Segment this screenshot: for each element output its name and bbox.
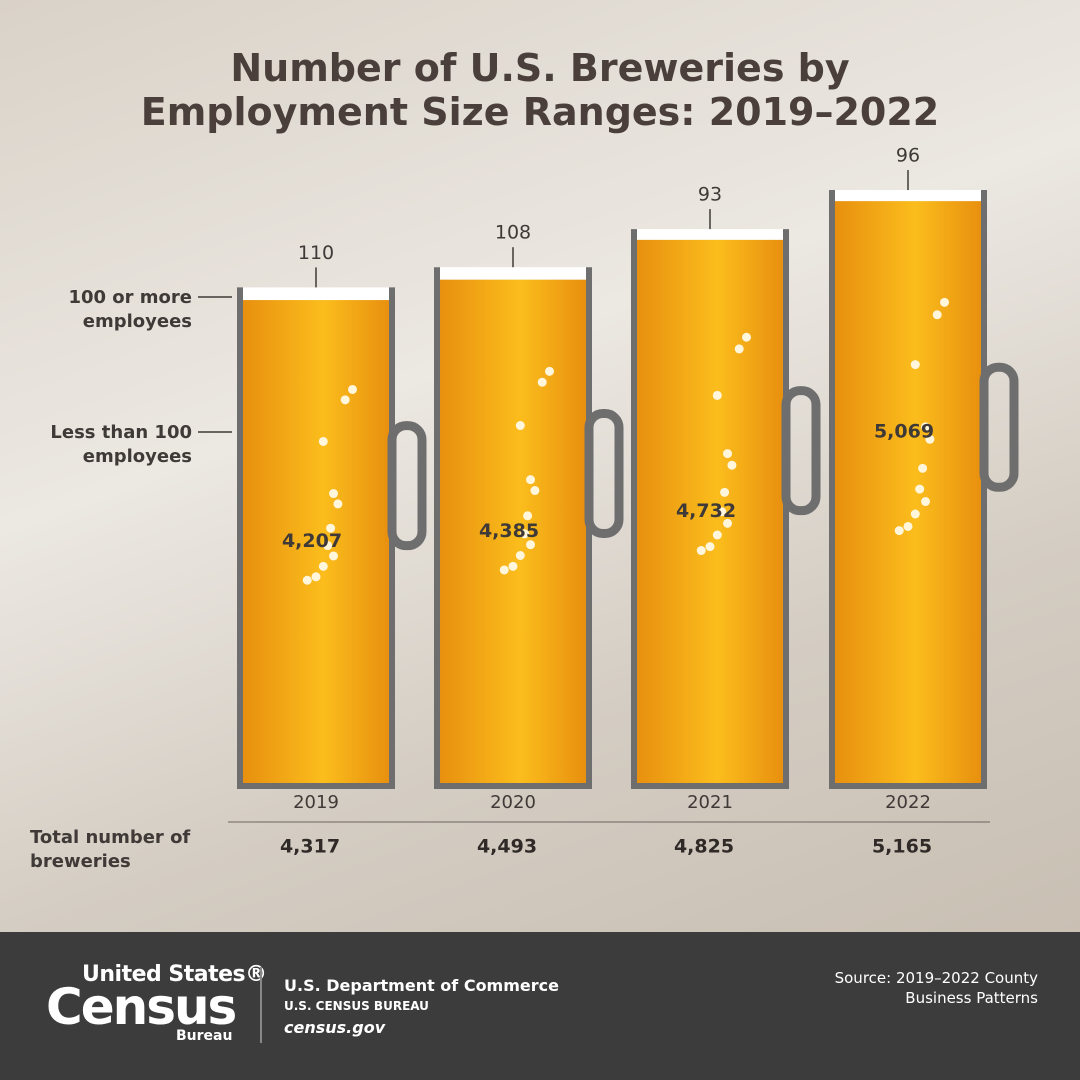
- bubble: [910, 360, 920, 370]
- value-label: 96: [896, 145, 920, 167]
- footer: United States® Census Bureau U.S. Depart…: [0, 932, 1080, 1080]
- bar-segment: [835, 190, 981, 202]
- total-label: 4,493: [477, 836, 537, 858]
- bubble: [921, 422, 931, 432]
- bubble: [727, 460, 737, 470]
- source: Source: 2019–2022 County Business Patter…: [834, 969, 1038, 1007]
- bubble: [526, 475, 536, 485]
- bubble: [530, 486, 540, 496]
- bubble: [302, 575, 312, 585]
- divider: [260, 967, 262, 1043]
- x-tick-label: 2022: [885, 792, 931, 813]
- glass-handle: [979, 362, 1019, 492]
- bubble: [720, 487, 730, 497]
- bar-segment: [835, 201, 981, 783]
- bubble: [311, 572, 321, 582]
- bubble: [499, 565, 509, 575]
- value-label: 4,207: [282, 530, 342, 552]
- bubble: [508, 561, 518, 571]
- bar-segment: [637, 229, 783, 240]
- chart-title: Number of U.S. Breweries by Employment S…: [140, 46, 940, 134]
- bubble: [523, 511, 533, 521]
- website: census.gov: [284, 1018, 386, 1037]
- value-label: 93: [698, 184, 722, 206]
- bubble: [696, 546, 706, 556]
- value-label: 4,385: [479, 520, 539, 542]
- bubble: [734, 344, 744, 354]
- bubble: [717, 507, 727, 517]
- x-tick-label: 2021: [687, 792, 733, 813]
- bar-segment: [637, 239, 783, 783]
- legend-label: Less than 100 employees: [50, 422, 192, 467]
- bubble: [537, 377, 547, 387]
- total-label: 4,825: [674, 836, 734, 858]
- logo-main: Census: [46, 978, 237, 1036]
- glass-handle: [781, 386, 821, 516]
- logo-top: United States®: [82, 962, 267, 987]
- bubble: [932, 310, 942, 320]
- bubble: [894, 526, 904, 536]
- bubble: [921, 497, 931, 507]
- total-label: 5,165: [872, 836, 932, 858]
- bubble: [515, 551, 525, 561]
- glass-handle: [584, 409, 624, 539]
- bubble: [903, 521, 913, 531]
- bubble: [326, 523, 336, 533]
- bubble: [520, 529, 530, 539]
- bubble: [723, 449, 733, 459]
- bubble: [712, 390, 722, 400]
- bubble: [348, 384, 357, 394]
- bubble: [333, 499, 343, 509]
- bubble: [329, 551, 339, 561]
- value-label: 5,069: [874, 421, 934, 443]
- bubble: [318, 436, 328, 446]
- total-label: 4,317: [280, 836, 340, 858]
- legend-label: 100 or more employees: [68, 287, 192, 332]
- bar-segment: [243, 287, 389, 301]
- bubble: [515, 421, 525, 431]
- bubble: [545, 366, 554, 376]
- chart: 4,207 110 2019 4,317 4,385 108 2020 4,493 4,732 9…: [198, 145, 1019, 858]
- bureau: U.S. CENSUS BUREAU: [284, 999, 429, 1013]
- bubble: [329, 489, 339, 499]
- value-label: 110: [298, 242, 334, 264]
- bar-segment: [440, 279, 586, 783]
- bubble: [705, 542, 715, 552]
- bubble: [526, 540, 536, 550]
- value-label: 4,732: [676, 500, 736, 522]
- bubble: [915, 484, 925, 494]
- glass: [829, 190, 987, 789]
- bubble: [340, 395, 350, 405]
- bubble: [723, 518, 733, 528]
- bubble: [742, 332, 751, 342]
- x-tick-label: 2019: [293, 792, 339, 813]
- value-label: 108: [495, 222, 531, 244]
- department: U.S. Department of Commerce: [284, 976, 559, 995]
- glass-handle: [387, 421, 427, 551]
- bar-segment: [440, 267, 586, 280]
- bar-segment: [243, 300, 389, 783]
- bubble: [925, 434, 935, 444]
- bubble: [940, 297, 949, 307]
- bubble: [712, 530, 722, 540]
- logo-bottom: Bureau: [176, 1028, 233, 1044]
- x-tick-label: 2020: [490, 792, 536, 813]
- bubble: [323, 541, 333, 551]
- bubble: [318, 561, 328, 571]
- bubble: [910, 509, 920, 519]
- bubble: [918, 463, 928, 473]
- totals-label: Total number of breweries: [30, 827, 191, 872]
